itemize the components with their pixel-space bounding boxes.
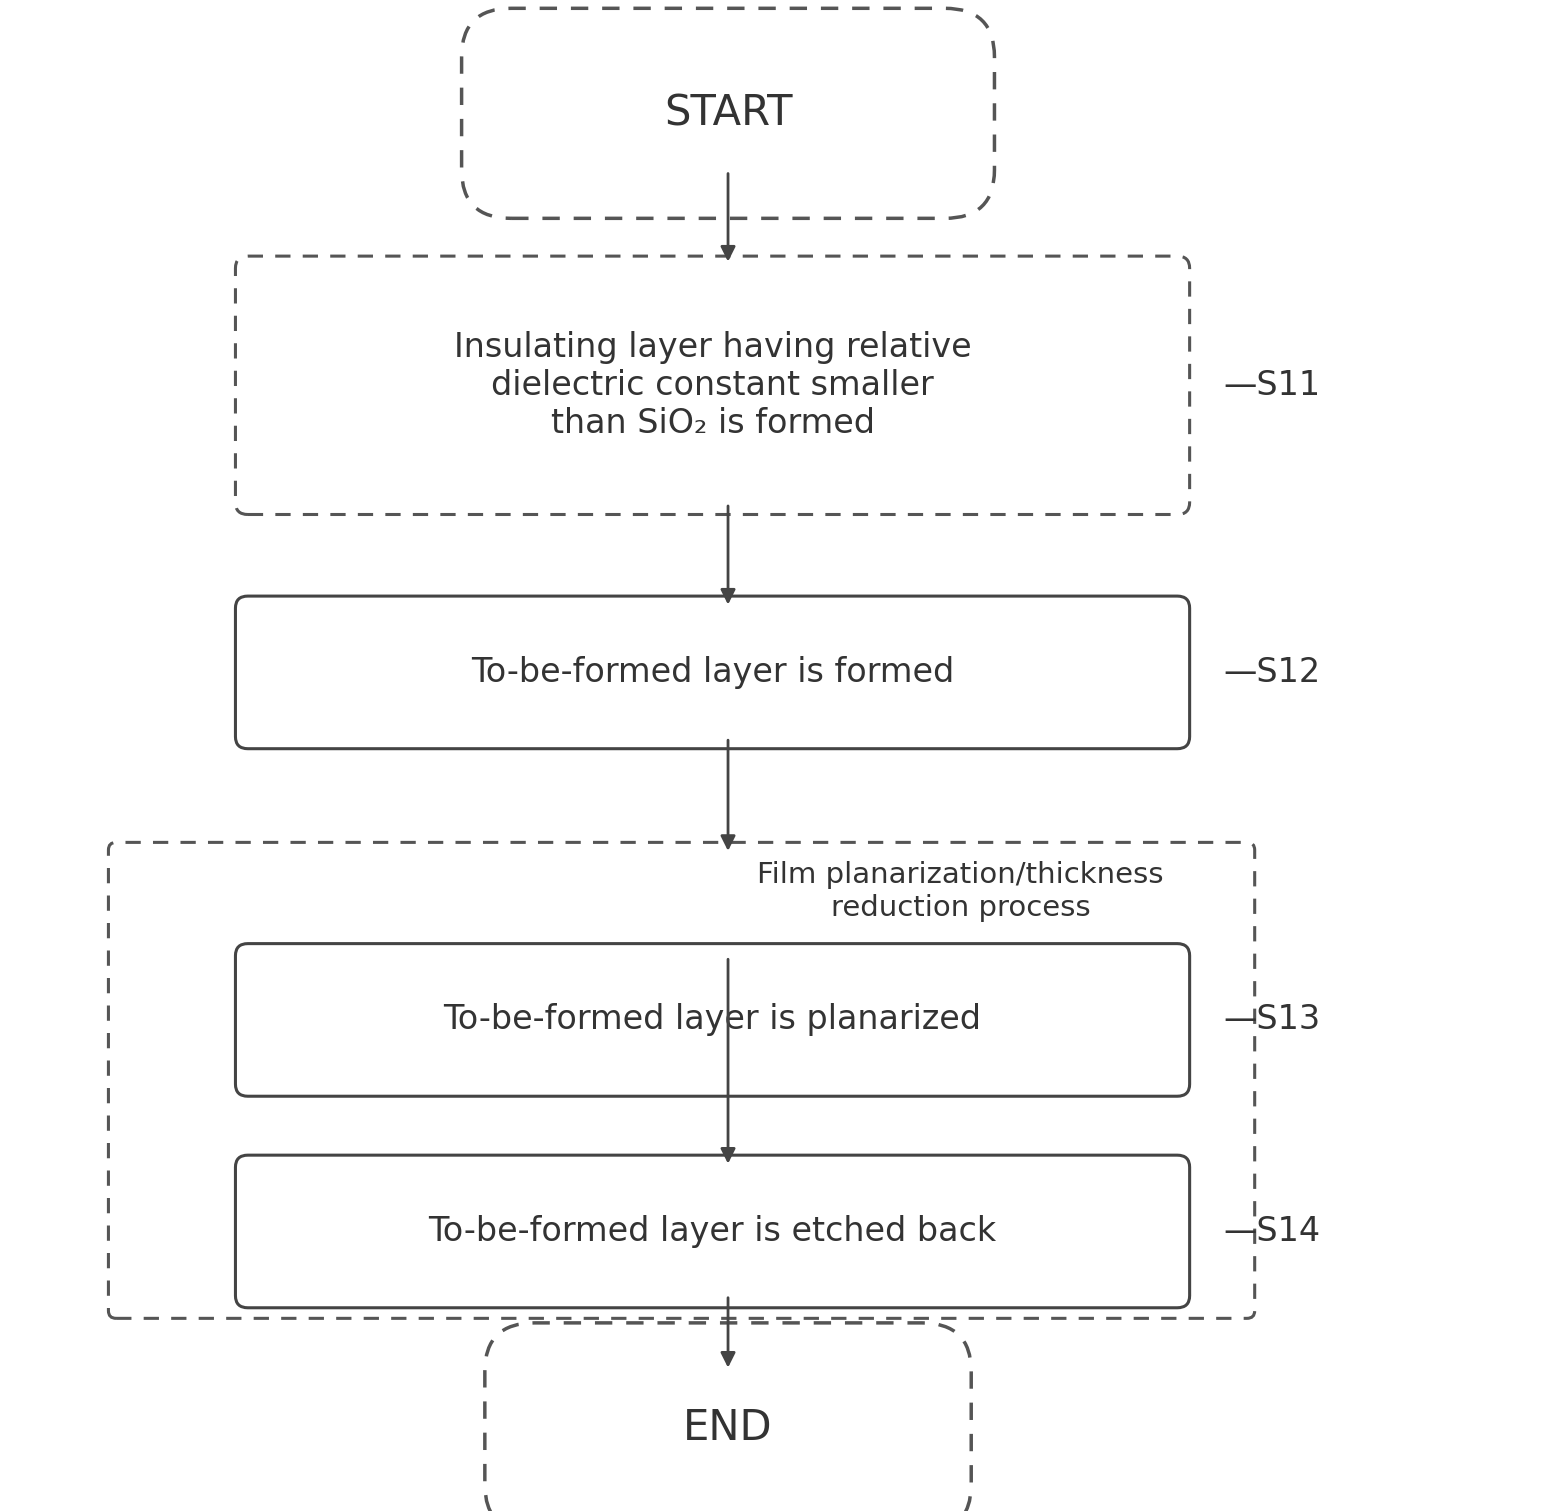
FancyBboxPatch shape xyxy=(485,1324,971,1511)
Text: To-be-formed layer is planarized: To-be-formed layer is planarized xyxy=(443,1003,982,1037)
FancyBboxPatch shape xyxy=(235,255,1190,514)
FancyBboxPatch shape xyxy=(235,943,1190,1097)
FancyBboxPatch shape xyxy=(462,8,994,219)
Text: —S13: —S13 xyxy=(1224,1003,1321,1037)
FancyBboxPatch shape xyxy=(235,1154,1190,1309)
Text: To-be-formed layer is formed: To-be-formed layer is formed xyxy=(471,656,954,689)
Text: END: END xyxy=(683,1407,773,1449)
Text: —S12: —S12 xyxy=(1224,656,1321,689)
Text: Film planarization/thickness
reduction process: Film planarization/thickness reduction p… xyxy=(757,861,1163,922)
Text: Insulating layer having relative
dielectric constant smaller
than SiO₂ is formed: Insulating layer having relative dielect… xyxy=(454,331,971,440)
Text: —S11: —S11 xyxy=(1224,369,1321,402)
Text: —S14: —S14 xyxy=(1224,1215,1321,1248)
Text: To-be-formed layer is etched back: To-be-formed layer is etched back xyxy=(429,1215,996,1248)
FancyBboxPatch shape xyxy=(235,595,1190,748)
Text: START: START xyxy=(665,92,792,134)
